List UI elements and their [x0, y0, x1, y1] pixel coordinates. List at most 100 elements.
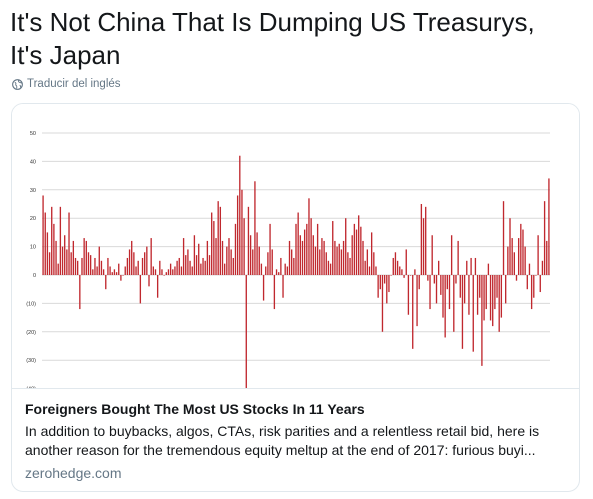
chart-bar: [511, 238, 513, 275]
chart-bar: [505, 275, 507, 304]
chart-bar: [187, 249, 189, 275]
chart-bar: [546, 240, 548, 275]
chart-bar: [176, 260, 178, 275]
chart-bar: [470, 257, 472, 275]
chart-bar: [422, 218, 425, 275]
chart-bar: [275, 269, 278, 275]
chart-bar: [453, 275, 455, 332]
chart-bar: [373, 252, 375, 275]
chart-bar: [51, 206, 53, 275]
globe-icon: [12, 78, 23, 90]
chart-bar: [107, 257, 109, 275]
chart-bar: [42, 195, 44, 275]
chart-bar: [483, 275, 485, 321]
chart-bar: [85, 240, 87, 275]
chart-bar: [388, 275, 390, 293]
chart-bar: [334, 240, 336, 275]
chart-bar: [219, 206, 222, 275]
chart-bar: [236, 195, 239, 275]
chart-bar: [122, 275, 124, 276]
chart-bar: [215, 238, 217, 275]
chart-bar: [379, 275, 381, 290]
chart-bar: [347, 252, 349, 275]
chart-bar: [502, 201, 505, 275]
chart-bar: [342, 240, 345, 275]
chart-bar: [407, 275, 410, 315]
chart-bar: [533, 275, 535, 298]
chart-bar: [239, 155, 241, 275]
chart-bar: [245, 275, 247, 388]
chart-bar: [77, 260, 79, 275]
y-tick-label: 30: [30, 188, 36, 194]
card-domain: zerohedge.com: [25, 465, 122, 481]
chart-bar: [247, 206, 250, 275]
chart-bar: [198, 243, 200, 275]
chart-bar: [113, 269, 116, 275]
chart-bar: [89, 255, 92, 275]
chart-bar: [425, 206, 427, 275]
chart-bar: [435, 275, 438, 304]
chart-bar: [223, 263, 226, 275]
chart-bar: [299, 235, 301, 275]
chart-bar: [509, 218, 511, 275]
chart-bar: [83, 238, 85, 275]
chart-bar: [278, 272, 280, 275]
chart-bar: [358, 215, 360, 275]
chart-bar: [213, 221, 215, 275]
chart-bar: [524, 246, 526, 275]
chart-bar: [98, 246, 100, 275]
chart-bar: [109, 266, 111, 275]
chart-bar: [368, 266, 371, 275]
chart-bar: [360, 226, 362, 275]
chart-bar: [211, 212, 213, 275]
chart-bar: [124, 266, 126, 275]
chart-bar: [463, 275, 466, 304]
y-tick-label: 40: [30, 159, 36, 165]
translate-link[interactable]: Traducir del inglés: [12, 77, 121, 91]
chart-bar: [87, 252, 90, 275]
chart-bar: [310, 218, 312, 275]
chart-bar: [226, 246, 228, 275]
chart-bar: [200, 263, 202, 275]
chart-bar: [528, 263, 531, 275]
chart-bar: [433, 275, 436, 284]
chart-bar: [526, 275, 528, 290]
chart-bar: [479, 275, 481, 298]
chart-bar: [314, 246, 317, 275]
chart-bar: [254, 181, 256, 275]
chart-bar: [492, 275, 494, 327]
chart-bar: [459, 275, 461, 298]
chart-bar: [258, 246, 260, 275]
chart-bar: [476, 275, 479, 315]
chart-bar: [53, 223, 55, 275]
chart-bar: [232, 257, 234, 275]
chart-bar: [94, 257, 96, 275]
chart-bar: [182, 238, 185, 275]
y-tick-label: (40): [26, 387, 36, 388]
chart-bar: [57, 263, 59, 275]
chart-bar: [303, 229, 306, 275]
chart-bar: [271, 249, 273, 275]
card-title: Foreigners Bought The Most US Stocks In …: [25, 401, 365, 417]
chart-bar: [438, 260, 440, 275]
chart-bar: [167, 269, 170, 275]
chart-bar: [169, 263, 172, 275]
chart-bar: [178, 257, 180, 275]
chart-bar: [370, 232, 373, 275]
chart-bar: [241, 189, 243, 275]
chart-bar: [377, 275, 379, 298]
chart-bar: [349, 257, 351, 275]
chart-bar: [202, 257, 204, 275]
chart-bar: [180, 266, 183, 275]
y-tick-label: (20): [26, 330, 36, 336]
y-tick-label: 20: [30, 216, 36, 222]
chart-bar: [472, 275, 474, 352]
chart-bar: [405, 249, 407, 275]
chart-bar: [96, 266, 98, 275]
chart-bar: [92, 269, 94, 275]
chart-bar: [362, 240, 364, 275]
chart-bar: [442, 275, 444, 318]
chart-bar: [355, 229, 358, 275]
